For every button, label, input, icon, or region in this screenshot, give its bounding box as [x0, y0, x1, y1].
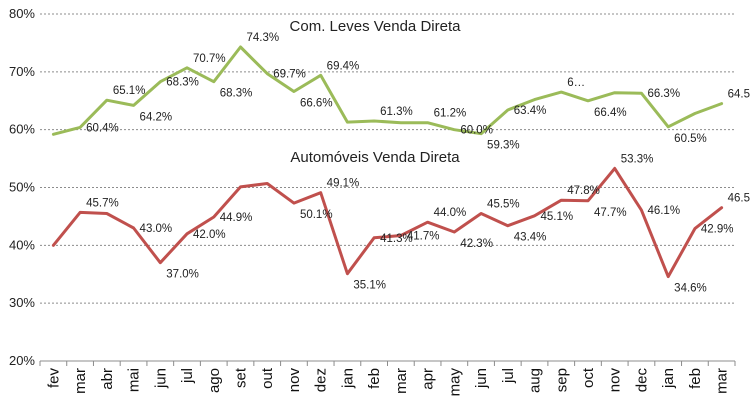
- y-tick-label: 70%: [9, 64, 35, 79]
- data-label: 44.9%: [220, 212, 253, 224]
- data-label: 74.3%: [246, 32, 279, 44]
- data-label: 42.3%: [460, 238, 493, 250]
- data-label: 68.3%: [166, 77, 199, 89]
- data-label: 34.6%: [674, 283, 707, 295]
- x-tick-label: jan: [339, 368, 356, 389]
- data-label: 64.2%: [140, 111, 173, 123]
- data-label: 60.5%: [674, 133, 707, 145]
- data-label: 60.4%: [86, 122, 119, 134]
- data-label: 66.6%: [300, 97, 333, 109]
- data-label: 68.3%: [220, 88, 253, 100]
- x-tick-label: may: [446, 368, 463, 397]
- x-tick-label: aug: [527, 368, 544, 393]
- data-label: 50.1%: [300, 209, 333, 221]
- series-title-automoveis: Automóveis Venda Direta: [290, 149, 460, 166]
- data-label: 41.3%: [380, 233, 413, 245]
- data-label: 49.1%: [327, 178, 360, 190]
- y-tick-label: 80%: [9, 6, 35, 21]
- data-labels-layer: 60.4% 65.1% 64.2% 68.3% 70.7% 68.3% 74.3% 69.7%…: [86, 32, 750, 295]
- data-label: 47.8%: [567, 185, 600, 197]
- data-label: 43.0%: [140, 223, 173, 235]
- data-label: 6…: [567, 77, 585, 89]
- data-label: 65.1%: [113, 85, 146, 97]
- x-tick-label: mai: [126, 368, 143, 392]
- data-label: 45.5%: [487, 199, 520, 211]
- x-tick-label: dec: [633, 368, 650, 393]
- series-layer: [51, 45, 724, 279]
- data-label: 60.0%: [460, 125, 493, 137]
- data-label: 69.4%: [327, 60, 360, 72]
- data-label: 69.7%: [273, 69, 306, 81]
- data-label: 53.3%: [621, 153, 654, 165]
- data-label: 44.0%: [434, 207, 467, 219]
- x-tick-label: jul: [500, 368, 517, 384]
- x-tick-label: jun: [152, 368, 169, 389]
- y-tick-label: 30%: [9, 295, 35, 310]
- data-label: 45.1%: [541, 211, 574, 223]
- data-label: 66.3%: [647, 88, 680, 100]
- x-tick-label: set: [232, 367, 249, 388]
- x-tick-label: abr: [99, 368, 116, 390]
- data-label: 47.7%: [594, 207, 627, 219]
- x-tick-label: mar: [72, 368, 89, 394]
- x-tick-label: jun: [473, 368, 490, 389]
- data-label: 66.4%: [594, 107, 627, 119]
- x-axis-ticks: fev mar abr mai jun jul ago set out nov dez jan feb m…: [39, 361, 736, 397]
- data-label: 70.7%: [193, 53, 226, 65]
- data-label: 64.5%: [728, 89, 750, 101]
- data-label: 63.4%: [514, 105, 547, 117]
- data-label: 61.3%: [380, 106, 413, 118]
- y-axis-ticks: 20% 30% 40% 50% 60% 70% 80%: [9, 6, 35, 368]
- x-tick-label: oct: [580, 367, 597, 388]
- y-tick-label: 40%: [9, 237, 35, 252]
- series-line-1: [51, 166, 724, 279]
- x-tick-label: nov: [286, 368, 303, 393]
- data-label: 42.9%: [701, 224, 734, 236]
- grid-layer: [40, 13, 735, 362]
- data-label: 37.0%: [166, 269, 199, 281]
- x-tick-label: jan: [660, 368, 677, 389]
- series-line-0: [51, 45, 724, 136]
- x-tick-label: mar: [393, 368, 410, 394]
- x-tick-label: jul: [179, 368, 196, 384]
- x-tick-label: out: [259, 367, 276, 389]
- y-tick-label: 50%: [9, 180, 35, 195]
- data-label: 41.7%: [407, 231, 440, 243]
- data-label: 43.4%: [514, 232, 547, 244]
- data-label: 35.1%: [353, 280, 386, 292]
- x-tick-label: feb: [366, 368, 383, 389]
- data-label: 59.3%: [487, 140, 520, 152]
- data-label: 42.0%: [193, 229, 226, 241]
- data-label: 46.1%: [647, 205, 680, 217]
- x-tick-label: ago: [206, 368, 223, 393]
- series-title-com-leves: Com. Leves Venda Direta: [290, 18, 462, 35]
- x-tick-label: apr: [420, 368, 437, 390]
- y-tick-label: 20%: [9, 353, 35, 368]
- x-tick-label: nov: [607, 368, 624, 393]
- x-tick-label: mar: [714, 368, 731, 394]
- y-tick-label: 60%: [9, 122, 35, 137]
- x-tick-label: sep: [553, 368, 570, 392]
- x-tick-label: feb: [687, 368, 704, 389]
- x-tick-label: dez: [313, 368, 330, 392]
- data-label: 45.7%: [86, 197, 119, 209]
- data-label: 46.5%: [728, 193, 750, 205]
- data-label: 61.2%: [434, 108, 467, 120]
- x-tick-label: fev: [45, 368, 62, 389]
